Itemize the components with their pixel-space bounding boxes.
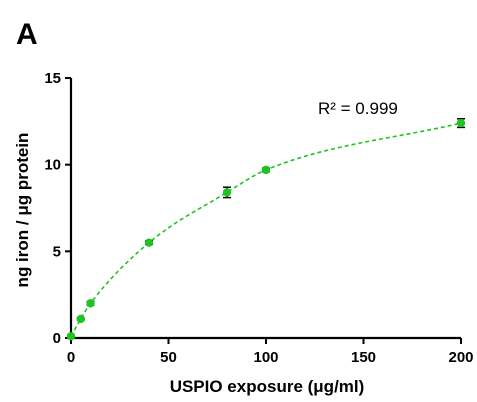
x-tick-label: 100: [253, 349, 278, 366]
x-tick-label: 150: [351, 349, 376, 366]
y-tick-label: 0: [53, 330, 61, 347]
fit-curve: [70, 122, 462, 337]
data-point: [86, 299, 95, 308]
y-tick-label: 5: [53, 243, 61, 260]
data-marks: [66, 117, 466, 341]
data-point: [66, 332, 76, 341]
data-point: [261, 165, 271, 175]
data-point: [222, 188, 232, 197]
data-point: [144, 238, 154, 247]
x-tick-label: 0: [67, 349, 75, 366]
panel-label: A: [16, 18, 38, 51]
y-tick-label: 10: [44, 157, 61, 174]
x-axis-label: USPIO exposure (μg/ml): [170, 377, 365, 396]
data-point: [456, 118, 466, 128]
fit-curve-group: [70, 122, 462, 337]
r-squared-annotation: R² = 0.999: [318, 99, 398, 118]
y-tick-label: 15: [44, 70, 61, 87]
y-axis-label: ng iron / μg protein: [13, 133, 32, 288]
data-point: [76, 314, 85, 324]
x-tick-label: 50: [160, 349, 177, 366]
x-tick-label: 200: [448, 349, 473, 366]
